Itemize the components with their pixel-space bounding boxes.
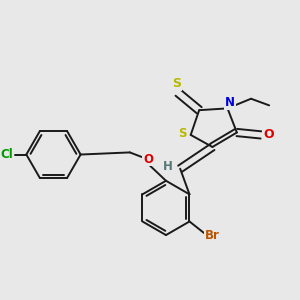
Text: S: S [178,127,187,140]
Text: H: H [163,160,173,173]
Text: Br: Br [205,229,220,242]
Text: O: O [143,152,153,166]
Text: S: S [172,77,181,90]
Text: O: O [263,128,274,141]
Text: N: N [225,96,235,110]
Text: Cl: Cl [0,148,13,161]
